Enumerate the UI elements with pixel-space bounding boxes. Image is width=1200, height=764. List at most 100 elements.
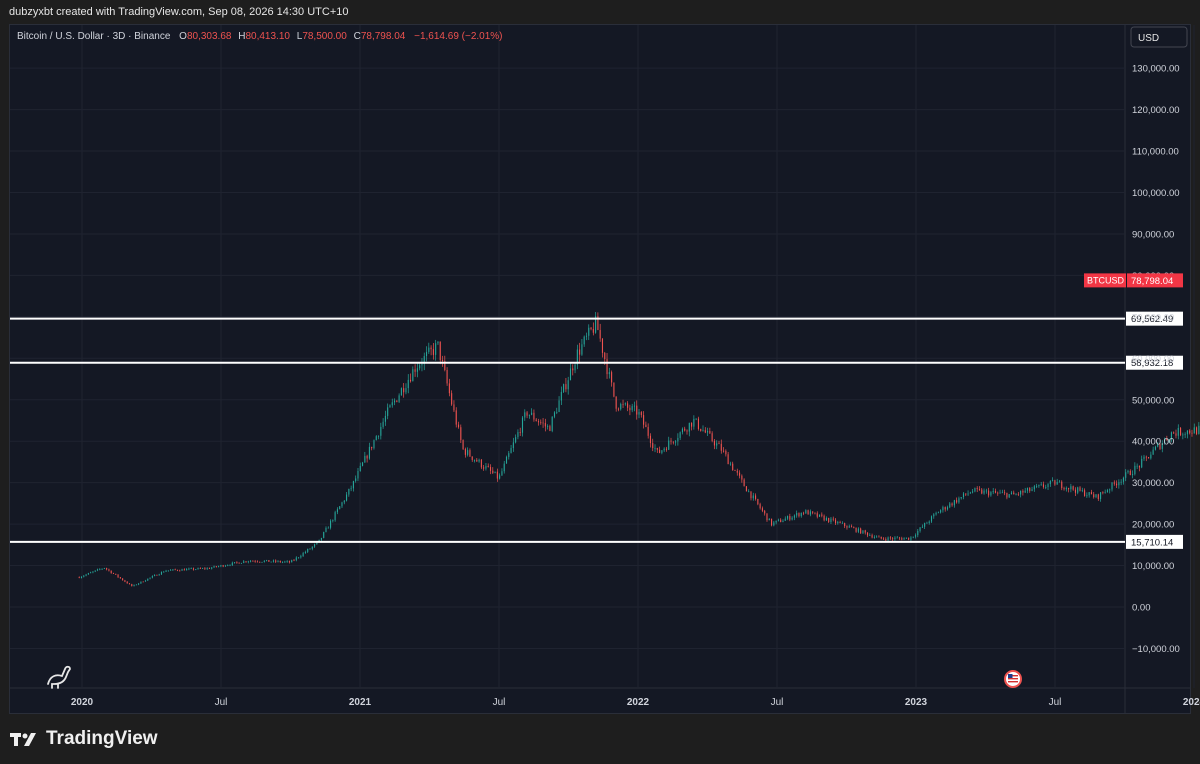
candle-body	[263, 560, 265, 562]
candle-body	[124, 580, 126, 582]
candle-body	[192, 568, 195, 570]
candle-body	[912, 536, 914, 538]
candle-body	[334, 512, 336, 521]
candle-body	[590, 327, 592, 329]
candle-body	[718, 443, 720, 445]
candle-body	[396, 400, 398, 402]
candle-body	[501, 471, 503, 476]
candle-body	[1022, 490, 1024, 493]
candle-body	[723, 450, 725, 452]
candle-body	[526, 412, 528, 416]
candle-body	[1013, 492, 1015, 495]
candle-body	[428, 347, 430, 352]
candle-body	[476, 459, 478, 462]
candle-body	[140, 581, 142, 584]
candle-body	[375, 436, 377, 441]
candle-body	[766, 513, 768, 521]
candle-body	[805, 510, 807, 514]
symbol-label: Bitcoin / U.S. Dollar · 3D · Binance	[17, 31, 171, 42]
candle-body	[275, 560, 277, 562]
candle-body	[595, 316, 597, 333]
y-tick-label: 50,000.00	[1132, 395, 1174, 406]
level-label: 15,710.14	[1131, 537, 1173, 548]
candle-body	[448, 383, 450, 394]
candle-body	[220, 565, 222, 567]
candle-body	[892, 538, 894, 540]
candle-body	[1001, 492, 1003, 494]
candle-body	[473, 459, 476, 461]
candle-body	[782, 520, 784, 523]
candle-body	[183, 569, 185, 571]
candle-body	[716, 443, 718, 446]
candle-body	[757, 498, 759, 505]
ticker-tag-label: BTCUSD	[1087, 275, 1125, 285]
candle-body	[832, 518, 834, 520]
candle-body	[279, 560, 281, 563]
candle-body	[905, 537, 907, 539]
candle-body	[414, 369, 416, 372]
candle-body	[425, 351, 428, 357]
candle-body	[160, 571, 163, 575]
candle-body	[295, 557, 297, 561]
candle-body	[1168, 439, 1170, 441]
open-label: O	[179, 31, 187, 42]
candle-body	[736, 470, 738, 473]
horizontal-levels: 69,562.49 58,932.18 15,710.14	[10, 311, 1183, 549]
us-flag-event-icon[interactable]	[1004, 670, 1022, 688]
candle-body	[908, 537, 910, 540]
candle-body	[186, 569, 188, 571]
candle-body	[629, 407, 631, 411]
candle-body	[382, 421, 384, 427]
candle-body	[1193, 427, 1195, 434]
candle-body	[115, 573, 117, 575]
candle-body	[359, 465, 361, 472]
candle-body	[300, 556, 302, 558]
candle-body	[702, 430, 704, 431]
candle-body	[643, 415, 645, 425]
candle-body	[154, 574, 156, 577]
candle-body	[544, 423, 546, 427]
candle-body	[604, 352, 606, 360]
candle-body	[910, 537, 912, 540]
candle-body	[688, 422, 690, 432]
candle-body	[576, 349, 578, 365]
candle-body	[985, 490, 987, 492]
grid-lines	[10, 25, 1195, 713]
level-label-bg	[1126, 534, 1183, 549]
candle-body	[1097, 494, 1099, 499]
candle-body	[341, 502, 343, 507]
candle-body	[558, 400, 560, 413]
candle-body	[147, 578, 149, 581]
x-tick-label: 2023	[905, 697, 928, 708]
candle-body	[343, 500, 345, 503]
candle-body	[215, 566, 217, 567]
candle-body	[748, 491, 750, 493]
candle-body	[405, 388, 407, 393]
candle-body	[188, 568, 190, 570]
candle-body	[371, 446, 373, 449]
candle-body	[469, 450, 471, 457]
candles	[78, 312, 1200, 587]
candle-body	[624, 403, 626, 405]
candle-body	[997, 492, 999, 494]
x-axis: 2020Jul2021Jul2022Jul2023Jul2024Jul2025J…	[71, 697, 1200, 708]
y-tick-label: 40,000.00	[1132, 437, 1174, 448]
candle-body	[256, 561, 258, 563]
candle-body	[364, 455, 366, 463]
candle-body	[314, 544, 316, 547]
candle-body	[869, 535, 871, 537]
candle-body	[933, 514, 935, 517]
footer-brand[interactable]: TradingView	[10, 727, 158, 751]
currency-button-bg	[1130, 26, 1188, 48]
candle-body	[828, 517, 830, 522]
candle-body	[503, 463, 505, 472]
candle-body	[403, 388, 405, 393]
candle-body	[231, 562, 233, 566]
candle-body	[924, 522, 926, 527]
currency-button[interactable]: USD	[1130, 26, 1188, 48]
candle-body	[729, 463, 731, 465]
candle-body	[1102, 492, 1104, 494]
candle-body	[535, 419, 537, 422]
candle-body	[430, 347, 432, 350]
